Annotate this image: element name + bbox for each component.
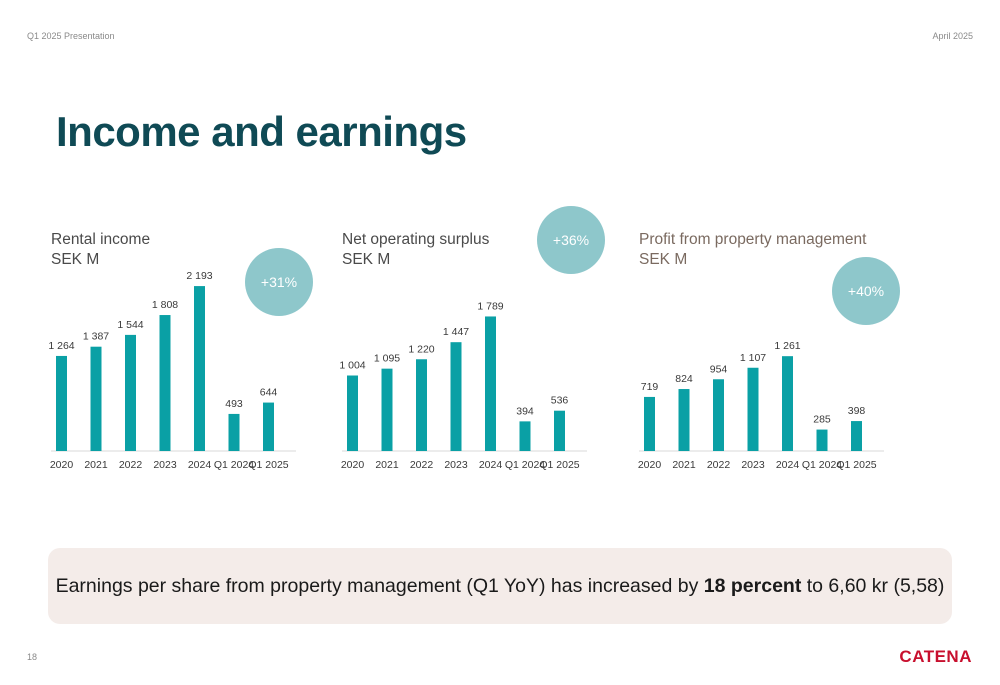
chart-unit: SEK M xyxy=(342,251,391,268)
x-tick-label: Q1 2024 xyxy=(802,459,842,471)
bar xyxy=(381,368,393,451)
bar xyxy=(644,396,655,451)
data-label: 1 261 xyxy=(774,340,800,352)
chart-title-text: Profit from property management xyxy=(639,231,867,248)
x-tick-label: 2020 xyxy=(638,459,662,471)
growth-badge: +31% xyxy=(245,248,313,316)
x-tick-label: 2024 xyxy=(479,459,503,471)
page-number: 18 xyxy=(27,652,38,662)
bar xyxy=(263,402,274,451)
data-label: 824 xyxy=(675,373,693,385)
x-tick-label: Q1 2024 xyxy=(505,459,545,471)
chart-title: Net operating surplus SEK M xyxy=(342,230,489,270)
x-tick-label: Q1 2024 xyxy=(214,459,254,471)
x-tick-label: 2023 xyxy=(444,459,468,471)
chart-rental-income: Rental income SEK M +31% 1 264 2020 1 387 2… xyxy=(48,180,313,480)
banner-text-end: to 6,60 kr (5,58) xyxy=(801,574,945,597)
bar xyxy=(678,389,690,451)
chart-net-operating-surplus: Net operating surplus SEK M +36% 1 004 20… xyxy=(339,180,605,480)
bar xyxy=(747,367,759,451)
page-title: Income and earnings xyxy=(56,108,467,155)
data-label: 536 xyxy=(551,395,569,407)
x-tick-label: 2020 xyxy=(50,459,74,471)
x-tick-label: Q1 2025 xyxy=(248,459,288,471)
data-label: 1 387 xyxy=(83,331,109,343)
data-label: 285 xyxy=(813,414,831,426)
bar xyxy=(125,334,136,451)
data-label: 719 xyxy=(641,381,659,393)
chart-title: Profit from property management SEK M xyxy=(639,230,866,270)
bar xyxy=(90,346,102,451)
bar xyxy=(159,315,171,451)
bar xyxy=(816,429,828,451)
x-tick-label: 2022 xyxy=(119,459,143,471)
x-tick-label: 2021 xyxy=(375,459,399,471)
data-label: 1 447 xyxy=(443,326,469,338)
x-tick-label: 2024 xyxy=(188,459,212,471)
date-label: April 2025 xyxy=(932,31,973,41)
chart-title: Rental income SEK M xyxy=(51,230,150,270)
x-tick-label: 2022 xyxy=(410,459,434,471)
bar xyxy=(713,379,724,451)
data-label: 394 xyxy=(516,405,534,417)
x-tick-label: 2020 xyxy=(341,459,365,471)
catena-logo: CATENA xyxy=(899,647,972,666)
data-label: 1 107 xyxy=(740,352,766,364)
x-tick-label: Q1 2025 xyxy=(836,459,876,471)
bar-chart-svg: 1 004 2020 1 095 2021 1 220 2022 1 447 2023 1 78… xyxy=(339,300,587,471)
bar xyxy=(56,355,67,451)
data-label: 493 xyxy=(225,398,243,410)
chart-unit: SEK M xyxy=(639,251,688,268)
banner-text-start: Earnings per share from property managem… xyxy=(55,574,704,597)
bar xyxy=(450,342,462,451)
data-label: 644 xyxy=(260,387,278,399)
data-label: 1 220 xyxy=(408,343,434,355)
bar xyxy=(782,356,793,451)
x-tick-label: 2024 xyxy=(776,459,800,471)
bar xyxy=(416,359,427,451)
growth-badge: +36% xyxy=(537,206,605,274)
data-label: 1 544 xyxy=(117,319,143,331)
bar xyxy=(228,413,240,451)
x-tick-label: 2023 xyxy=(741,459,765,471)
bar xyxy=(554,410,565,451)
chart-profit-property-management: Profit from property management SEK M +4… xyxy=(638,180,900,480)
x-tick-label: 2021 xyxy=(672,459,696,471)
chart-unit: SEK M xyxy=(51,251,100,268)
x-tick-label: Q1 2025 xyxy=(539,459,579,471)
bar xyxy=(194,286,205,451)
bar xyxy=(519,421,531,451)
growth-badge: +40% xyxy=(832,257,900,325)
data-label: 1 789 xyxy=(477,300,503,312)
x-tick-label: 2022 xyxy=(707,459,731,471)
data-label: 1 264 xyxy=(48,340,74,352)
bar xyxy=(347,375,358,451)
x-tick-label: 2021 xyxy=(84,459,108,471)
chart-title-text: Net operating surplus xyxy=(342,231,490,248)
chart-title-text: Rental income xyxy=(51,231,151,248)
presentation-label: Q1 2025 Presentation xyxy=(27,31,115,41)
data-label: 954 xyxy=(710,363,728,375)
data-label: 1 808 xyxy=(152,299,178,311)
eps-banner: Earnings per share from property managem… xyxy=(48,548,952,624)
data-label: 2 193 xyxy=(186,270,212,282)
banner-highlight: 18 percent xyxy=(703,574,802,597)
bar-chart-svg: 1 264 2020 1 387 2021 1 544 2022 1 808 2023 2 19… xyxy=(48,270,296,471)
bar xyxy=(851,421,862,451)
data-label: 1 095 xyxy=(374,353,400,365)
bar xyxy=(485,316,496,451)
data-label: 398 xyxy=(848,405,866,417)
data-label: 1 004 xyxy=(339,359,365,371)
x-tick-label: 2023 xyxy=(153,459,177,471)
bar-chart-svg: 719 2020 824 2021 954 2022 1 107 2023 1 261 2024 2… xyxy=(638,340,884,471)
